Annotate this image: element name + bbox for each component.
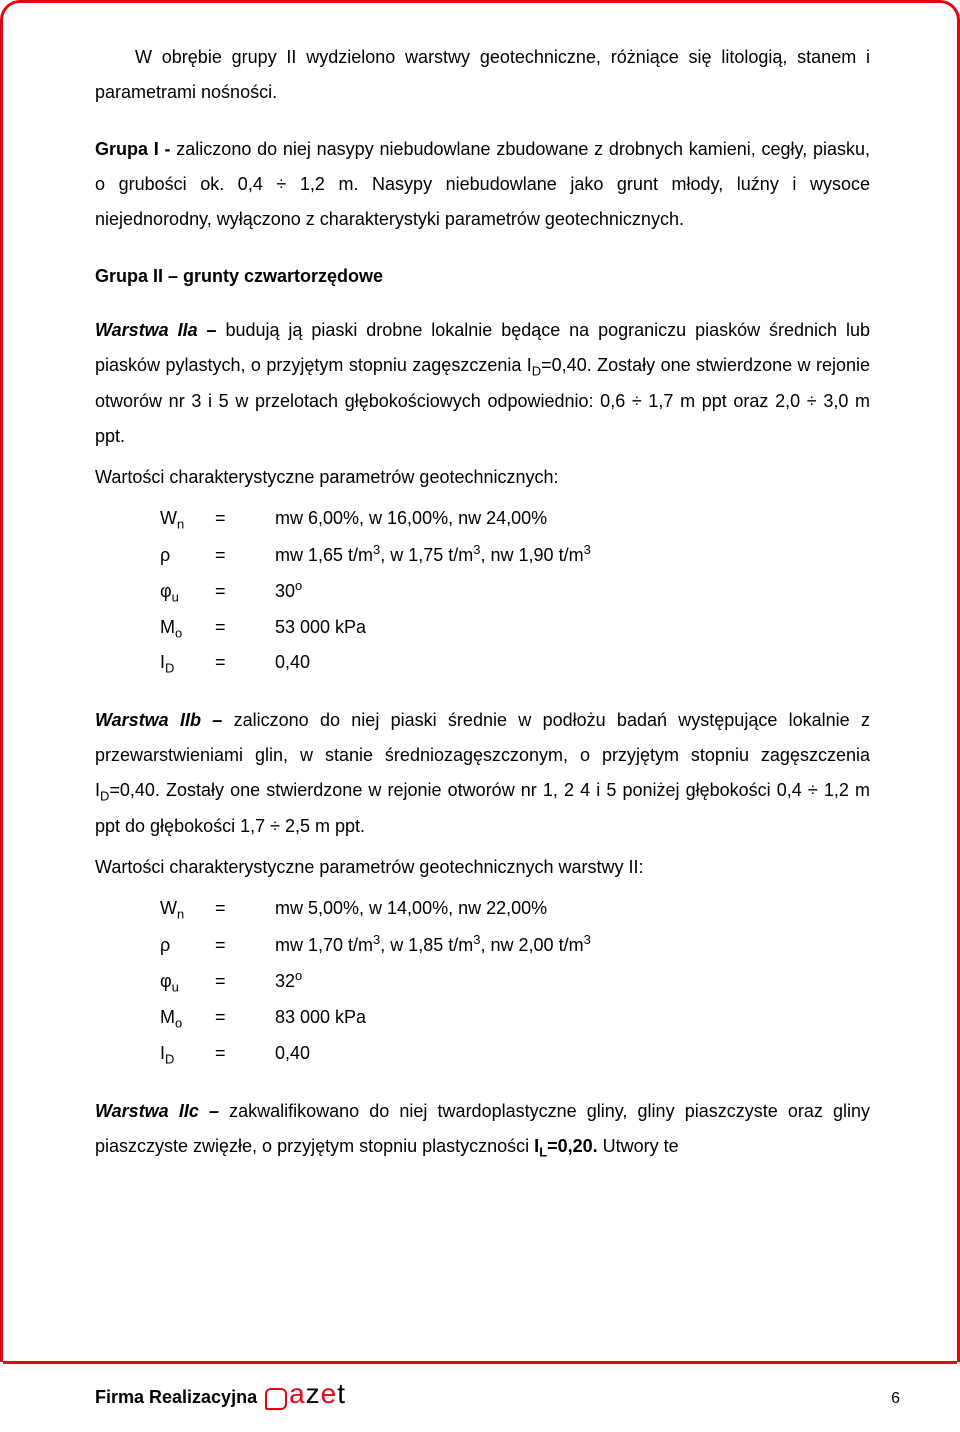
- param-sym-id: ID: [160, 645, 215, 681]
- param-val-mo: 83 000 kPa: [275, 1000, 870, 1035]
- param-val-id: 0,40: [275, 1036, 870, 1071]
- sub-d: D: [100, 789, 109, 804]
- param-sym-mo: Mo: [160, 1000, 215, 1036]
- param-val-phi: 32o: [275, 963, 870, 999]
- param-sym-wn: Wn: [160, 891, 215, 927]
- warstwa-iic-paragraph: Warstwa IIc – zakwalifikowano do niej tw…: [95, 1094, 870, 1165]
- param-eq: =: [215, 645, 275, 680]
- param-val-phi: 30o: [275, 573, 870, 609]
- warstwa-iia-paragraph: Warstwa IIa – budują ją piaski drobne lo…: [95, 313, 870, 454]
- sub-d: D: [532, 363, 541, 378]
- param-eq: =: [215, 574, 275, 609]
- param-sym-mo: Mo: [160, 610, 215, 646]
- intro-paragraph: W obrębie grupy II wydzielono warstwy ge…: [95, 40, 870, 110]
- page-number: 6: [891, 1390, 900, 1408]
- param-sym-rho: ρ: [160, 928, 215, 963]
- param-val-rho: mw 1,65 t/m3, w 1,75 t/m3, nw 1,90 t/m3: [275, 537, 870, 573]
- logo-letter-a: a: [289, 1380, 306, 1408]
- param-sym-wn: Wn: [160, 501, 215, 537]
- param-val-id: 0,40: [275, 645, 870, 680]
- param-row-wn: Wn = mw 5,00%, w 14,00%, nw 22,00%: [160, 891, 870, 927]
- frame-top: [0, 0, 960, 30]
- grupa-i-text: zaliczono do niej nasypy niebudowlane zb…: [95, 139, 870, 229]
- firma-label: Firma Realizacyjna: [95, 1387, 257, 1408]
- param-eq: =: [215, 964, 275, 999]
- param-sym-rho: ρ: [160, 538, 215, 573]
- param-row-wn: Wn = mw 6,00%, w 16,00%, nw 24,00%: [160, 501, 870, 537]
- param-row-id: ID = 0,40: [160, 1036, 870, 1072]
- param-row-phi: φu = 30o: [160, 573, 870, 610]
- param-val-wn: mw 5,00%, w 14,00%, nw 22,00%: [275, 891, 870, 926]
- footer-left: Firma Realizacyjna azet: [95, 1380, 346, 1408]
- document-body: W obrębie grupy II wydzielono warstwy ge…: [95, 40, 870, 1332]
- warstwa-iib-text2: =0,40. Zostały one stwierdzone w rejonie…: [95, 780, 870, 836]
- logo-letter-e: e: [321, 1380, 338, 1408]
- param-eq: =: [215, 891, 275, 926]
- warstwa-iic-text2: Utwory te: [598, 1136, 679, 1156]
- grupa-i-lead: Grupa I -: [95, 139, 176, 159]
- param-row-phi: φu = 32o: [160, 963, 870, 1000]
- param-eq: =: [215, 1036, 275, 1071]
- param-eq: =: [215, 928, 275, 963]
- param-val-wn: mw 6,00%, w 16,00%, nw 24,00%: [275, 501, 870, 536]
- grupa-i-paragraph: Grupa I - zaliczono do niej nasypy niebu…: [95, 132, 870, 237]
- param-row-rho: ρ = mw 1,70 t/m3, w 1,85 t/m3, nw 2,00 t…: [160, 927, 870, 963]
- param-eq: =: [215, 1000, 275, 1035]
- param-row-id: ID = 0,40: [160, 645, 870, 681]
- params-list-iia: Wn = mw 6,00%, w 16,00%, nw 24,00% ρ = m…: [160, 501, 870, 681]
- param-sym-phi: φu: [160, 574, 215, 610]
- warstwa-iia-lead: Warstwa IIa –: [95, 320, 225, 340]
- param-sym-phi: φu: [160, 964, 215, 1000]
- frame-left: [0, 30, 3, 1362]
- param-eq: =: [215, 501, 275, 536]
- warstwa-iib-paragraph: Warstwa IIb – zaliczono do niej piaski ś…: [95, 703, 870, 844]
- param-sym-id: ID: [160, 1036, 215, 1072]
- params-list-iib: Wn = mw 5,00%, w 14,00%, nw 22,00% ρ = m…: [160, 891, 870, 1071]
- warstwa-iic-lead: Warstwa IIc –: [95, 1101, 229, 1121]
- param-eq: =: [215, 538, 275, 573]
- bazet-logo: azet: [265, 1380, 346, 1408]
- char-values-line-a: Wartości charakterystyczne parametrów ge…: [95, 460, 870, 495]
- logo-shape-icon: [265, 1388, 287, 1410]
- param-row-mo: Mo = 83 000 kPa: [160, 1000, 870, 1036]
- page-footer: Firma Realizacyjna azet 6: [95, 1380, 900, 1408]
- param-eq: =: [215, 610, 275, 645]
- il-bold: IL=0,20.: [534, 1136, 597, 1156]
- grupa-ii-heading: Grupa II – grunty czwartorzędowe: [95, 259, 870, 294]
- footer-divider: [3, 1361, 957, 1364]
- param-val-rho: mw 1,70 t/m3, w 1,85 t/m3, nw 2,00 t/m3: [275, 927, 870, 963]
- logo-letter-z: z: [306, 1380, 321, 1408]
- param-row-rho: ρ = mw 1,65 t/m3, w 1,75 t/m3, nw 1,90 t…: [160, 537, 870, 573]
- char-values-line-b: Wartości charakterystyczne parametrów ge…: [95, 850, 870, 885]
- param-val-mo: 53 000 kPa: [275, 610, 870, 645]
- logo-letter-t: t: [337, 1380, 346, 1408]
- param-row-mo: Mo = 53 000 kPa: [160, 610, 870, 646]
- warstwa-iib-lead: Warstwa IIb –: [95, 710, 234, 730]
